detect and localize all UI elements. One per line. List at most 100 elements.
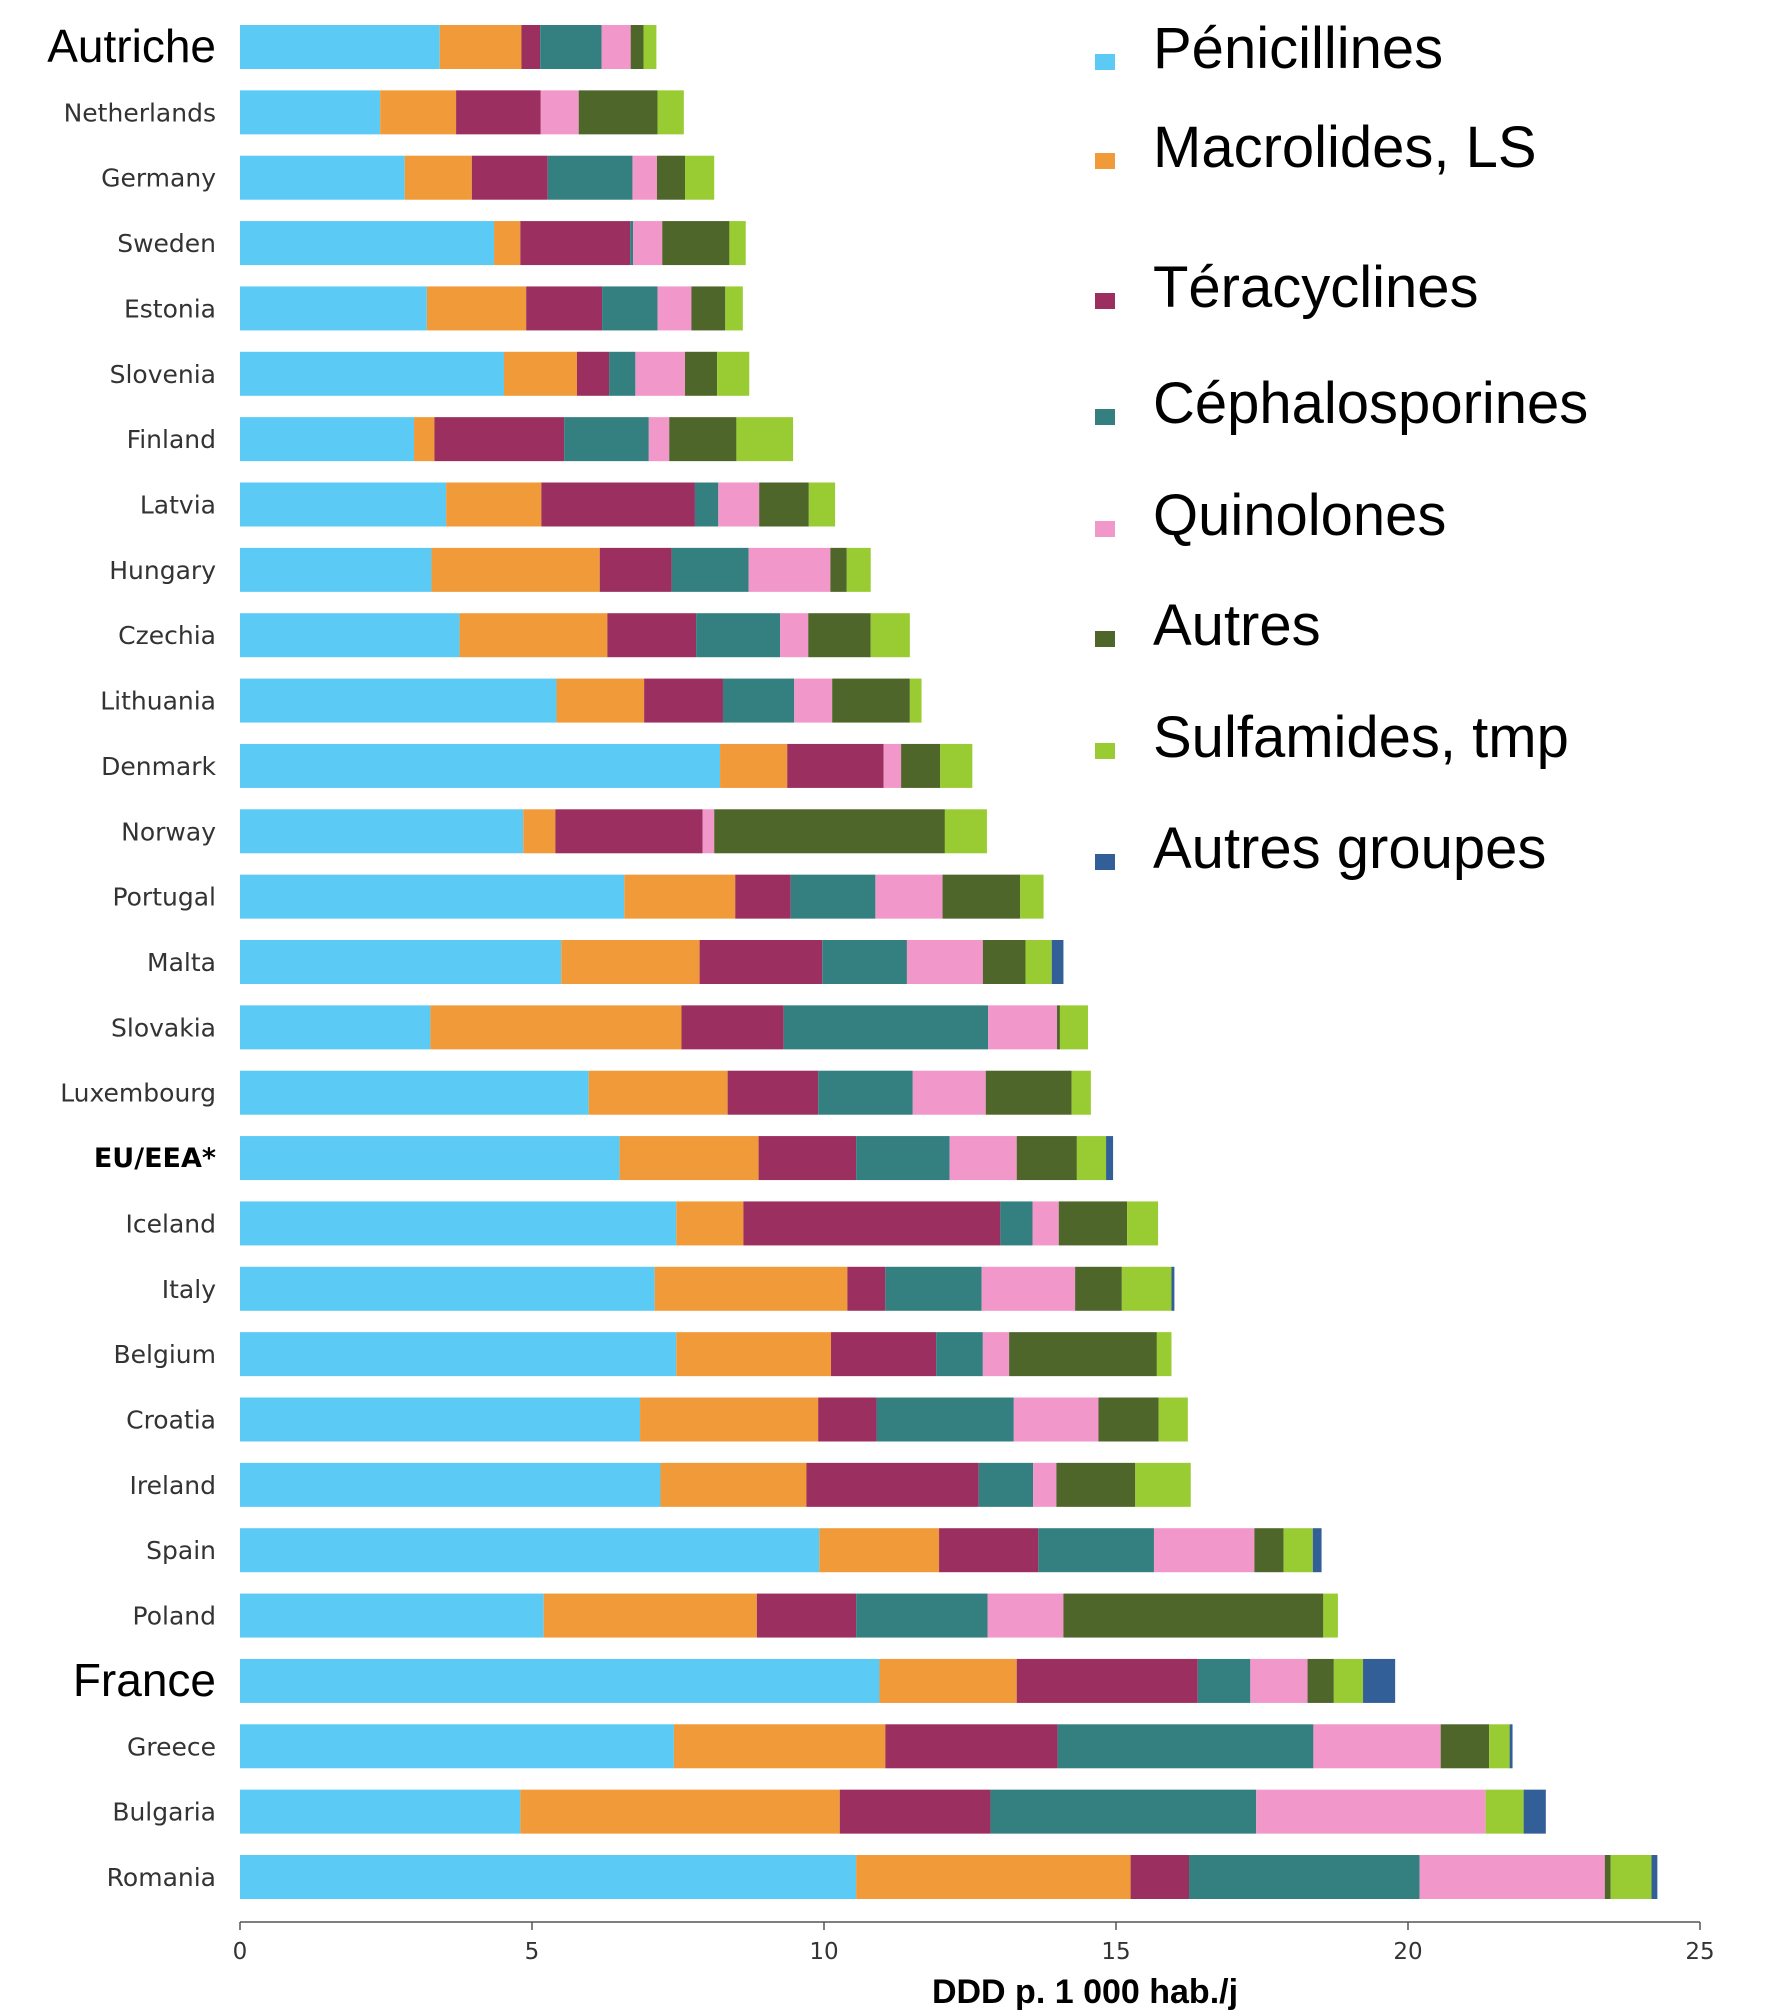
bar-row: [240, 613, 910, 658]
bar-segment: [940, 743, 973, 788]
category-label: Italy: [162, 1275, 216, 1304]
bar-segment: [240, 809, 524, 854]
x-tick-label: 20: [1393, 1939, 1422, 1965]
bar-segment: [883, 743, 902, 788]
bar-segment: [431, 547, 600, 592]
legend: Pénicillines Macrolides, LS Téracyclines Cé…: [1095, 16, 1588, 881]
bar-row: [240, 1332, 1172, 1377]
bar-segment: [1051, 940, 1064, 984]
bar-segment: [1135, 1462, 1191, 1507]
category-label: Croatia: [126, 1406, 216, 1435]
category-label: Slovakia: [111, 1013, 216, 1042]
bar-segment: [1071, 1070, 1091, 1115]
bar-segment: [725, 286, 743, 331]
bar-segment: [644, 678, 723, 723]
bar-row: [240, 1789, 1546, 1834]
bar-row: [240, 1266, 1175, 1311]
bar-segment: [1106, 1136, 1114, 1181]
bar-segment: [556, 678, 645, 723]
category-label: Greece: [127, 1732, 216, 1761]
x-tick-label: 5: [525, 1939, 540, 1965]
bar-segment: [885, 1266, 982, 1311]
bar-segment: [1489, 1724, 1510, 1769]
bar-segment: [1171, 1266, 1175, 1311]
bar-segment: [240, 1070, 589, 1115]
bar-segment: [856, 1593, 988, 1638]
bar-segment: [1256, 1789, 1486, 1834]
bar-segment: [240, 1724, 674, 1769]
bar-segment: [240, 1005, 431, 1050]
bars-layer: [240, 25, 1658, 1899]
bar-segment: [1323, 1593, 1338, 1638]
bar-segment: [588, 1070, 728, 1115]
bar-segment: [720, 743, 788, 788]
bar-segment: [640, 1397, 819, 1442]
bar-segment: [1075, 1266, 1122, 1311]
bar-segment: [240, 1658, 880, 1703]
bar-segment: [876, 1397, 1014, 1442]
legend-item: Autres groupes: [1095, 816, 1546, 881]
bar-segment: [676, 1201, 744, 1246]
bar-segment: [856, 1855, 1131, 1899]
bar-segment: [1009, 1332, 1157, 1377]
bar-segment: [240, 25, 440, 69]
bar-segment: [240, 1789, 521, 1834]
bar-segment: [822, 940, 907, 984]
bar-segment: [657, 286, 692, 331]
legend-label: Macrolides, LS: [1153, 115, 1537, 180]
bar-segment: [1604, 1855, 1611, 1899]
bar-segment: [619, 1136, 759, 1181]
bar-segment: [426, 286, 527, 331]
bar-segment: [669, 417, 737, 462]
bar-segment: [981, 1266, 1076, 1311]
bar-segment: [1038, 1528, 1154, 1573]
category-label: Belgium: [114, 1340, 217, 1369]
bar-segment: [1059, 1005, 1088, 1050]
bar-segment: [240, 482, 447, 527]
bar-segment: [630, 221, 634, 266]
bar-segment: [624, 874, 736, 919]
bar-segment: [240, 286, 427, 331]
bar-segment: [656, 155, 686, 200]
legend-label: Quinolones: [1153, 483, 1446, 548]
bar-segment: [540, 90, 579, 135]
bar-row: [240, 1528, 1322, 1573]
bar-segment: [1333, 1658, 1364, 1703]
bar-segment: [1651, 1855, 1658, 1899]
bar-segment: [240, 940, 562, 984]
bar-row: [240, 743, 973, 788]
category-label: Iceland: [126, 1209, 216, 1238]
bar-segment: [748, 547, 831, 592]
bar-segment: [831, 1332, 937, 1377]
bar-segment: [780, 613, 809, 658]
bar-segment: [523, 809, 556, 854]
bar-segment: [459, 613, 608, 658]
bar-segment: [576, 351, 610, 396]
bar-segment: [676, 1332, 832, 1377]
category-label: Latvia: [140, 491, 216, 520]
bar-segment: [759, 482, 809, 527]
bar-segment: [446, 482, 542, 527]
bar-row: [240, 1658, 1396, 1703]
bar-segment: [685, 351, 718, 396]
category-label: Czechia: [118, 621, 216, 650]
bar-segment: [846, 547, 871, 592]
legend-item: Macrolides, LS: [1095, 115, 1537, 180]
bar-segment: [758, 1136, 857, 1181]
bar-segment: [1156, 1332, 1172, 1377]
bar-segment: [599, 547, 672, 592]
x-axis-label: DDD p. 1 000 hab./j: [932, 1973, 1238, 2011]
category-label: Netherlands: [64, 98, 216, 127]
bar-segment: [607, 613, 697, 658]
bar-segment: [540, 25, 602, 69]
bar-segment: [879, 1658, 1017, 1703]
bar-segment: [380, 90, 457, 135]
bar-segment: [912, 1070, 986, 1115]
bar-row: [240, 678, 922, 723]
category-labels: Autriche Netherlands Germany Sweden Estonia S…: [47, 20, 216, 1892]
bar-segment: [561, 940, 700, 984]
bar-row: [240, 1855, 1658, 1899]
bar-segment: [1032, 1201, 1059, 1246]
bar-segment: [987, 1593, 1064, 1638]
bar-segment: [1189, 1855, 1420, 1899]
